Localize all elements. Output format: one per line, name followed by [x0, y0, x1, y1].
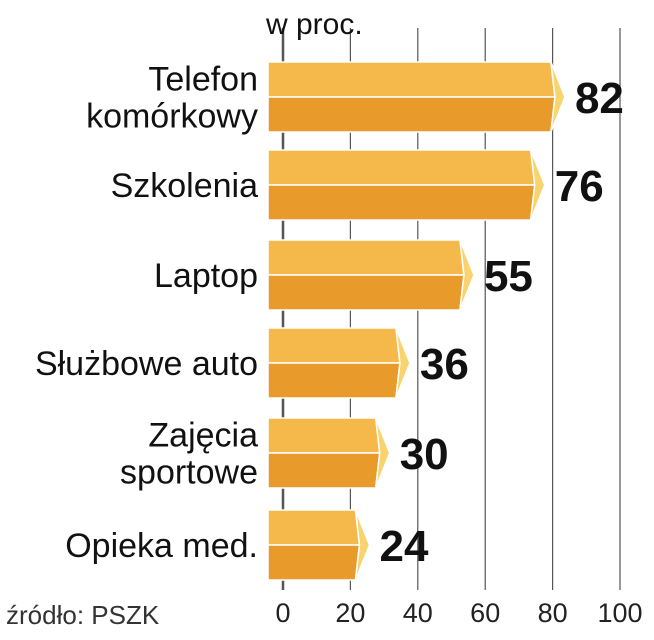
- bar-upper-face: [267, 149, 536, 186]
- category-label-line: Laptop: [154, 257, 258, 295]
- x-axis: 0 20 40 60 80 100: [275, 598, 642, 628]
- category-label: Szkolenia: [111, 167, 259, 205]
- bar-upper-face: [267, 61, 556, 98]
- category-label: Opieka med.: [65, 527, 258, 565]
- value-label: 55: [484, 252, 533, 301]
- bar-5: [267, 417, 391, 489]
- category-label-line: Opieka med.: [65, 527, 258, 565]
- bars: [267, 61, 566, 581]
- bar-1: [267, 61, 566, 133]
- tick-label-40: 40: [403, 598, 433, 628]
- category-label: Laptop: [154, 257, 258, 295]
- bar-tip: [529, 149, 546, 221]
- unit-label: w proc.: [265, 8, 363, 41]
- category-label: Służbowe auto: [35, 345, 258, 383]
- category-label-line: Telefon: [148, 61, 258, 99]
- category-label-line: Służbowe auto: [35, 345, 258, 383]
- category-label: Telefon komórkowy: [86, 61, 258, 136]
- bar-upper-face: [267, 509, 361, 546]
- value-label: 24: [379, 522, 428, 571]
- category-label: Zajęcia sportowe: [120, 417, 258, 492]
- tick-label-60: 60: [470, 598, 500, 628]
- value-labels: 82 76 55 36 30 24: [379, 74, 623, 571]
- bar-3: [267, 239, 475, 311]
- value-label: 36: [420, 340, 469, 389]
- bar-2: [267, 149, 546, 221]
- bar-upper-face: [267, 417, 381, 454]
- bar-tip: [354, 509, 371, 581]
- category-label-line: sportowe: [120, 454, 258, 492]
- bar-lower-face: [267, 184, 536, 221]
- bar-lower-face: [267, 274, 465, 311]
- value-label: 30: [400, 430, 449, 479]
- bar-4: [267, 327, 411, 399]
- bar-tip: [550, 61, 566, 133]
- bar-tip: [374, 417, 391, 489]
- tick-label-20: 20: [335, 598, 365, 628]
- category-label-line: Zajęcia: [148, 417, 258, 455]
- bar-tip: [459, 239, 475, 311]
- value-label: 76: [555, 162, 604, 211]
- bar-lower-face: [267, 362, 401, 399]
- category-label-line: Szkolenia: [111, 167, 259, 205]
- bar-lower-face: [267, 96, 556, 133]
- bar-lower-face: [267, 452, 381, 489]
- tick-label-0: 0: [275, 598, 290, 628]
- category-labels: Telefon komórkowy Szkolenia Laptop Służbowe …: [35, 61, 258, 566]
- bar-lower-face: [267, 544, 361, 581]
- category-label-line: komórkowy: [86, 98, 258, 136]
- bar-6: [267, 509, 371, 581]
- bar-tip: [395, 327, 411, 399]
- tick-label-80: 80: [538, 598, 568, 628]
- value-label: 82: [575, 74, 624, 123]
- source-label: źródło: PSZK: [6, 600, 160, 630]
- bar-upper-face: [267, 239, 465, 276]
- tick-label-100: 100: [597, 598, 642, 628]
- bar-upper-face: [267, 327, 401, 364]
